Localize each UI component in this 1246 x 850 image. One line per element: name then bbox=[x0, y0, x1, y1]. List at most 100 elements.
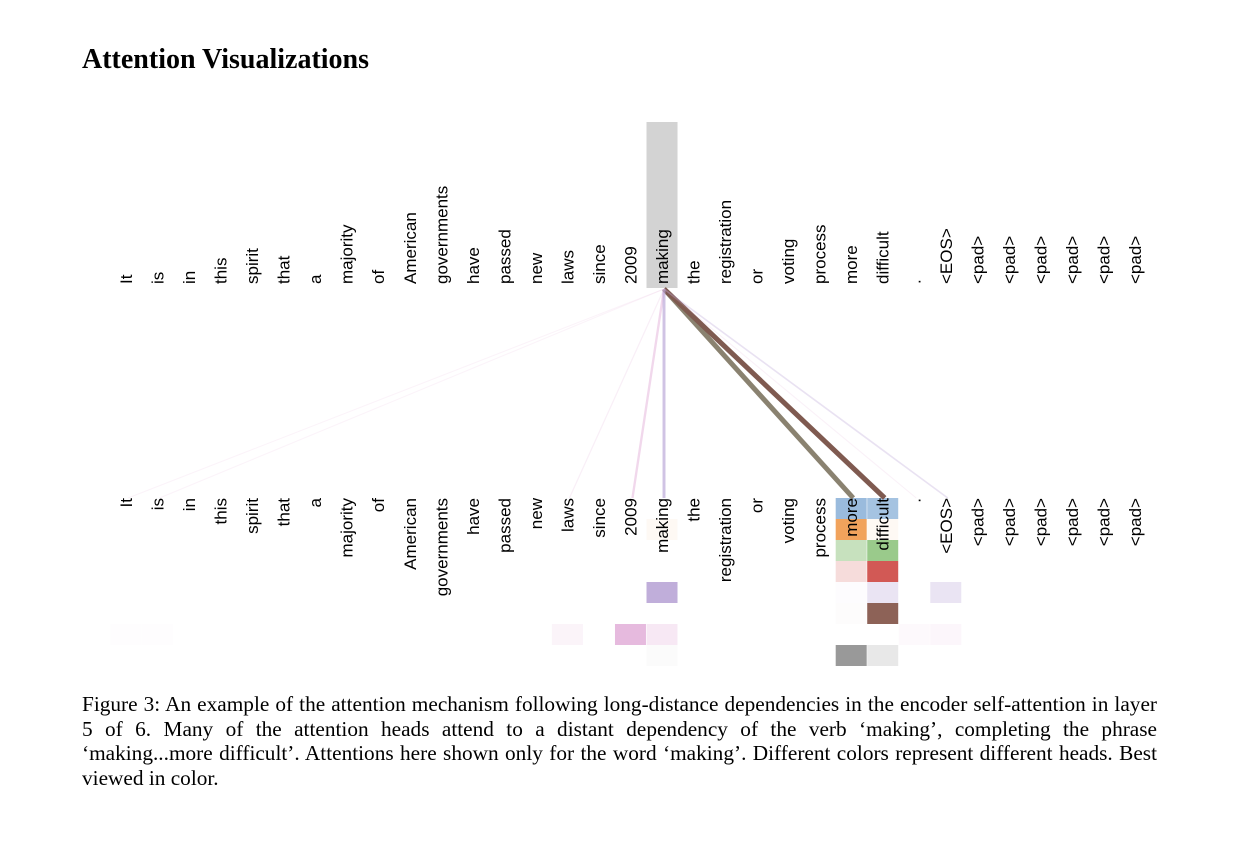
target-token: <pad> bbox=[1031, 498, 1050, 546]
source-token: in bbox=[180, 271, 199, 284]
source-token: or bbox=[748, 269, 767, 284]
target-token: <pad> bbox=[1000, 498, 1019, 546]
attention-cell bbox=[930, 582, 962, 603]
attention-line bbox=[662, 287, 856, 500]
attention-cell bbox=[930, 624, 962, 645]
query-highlight bbox=[646, 122, 678, 288]
target-token: since bbox=[590, 498, 609, 538]
target-token: difficult bbox=[874, 498, 893, 551]
attention-cell bbox=[142, 624, 173, 645]
target-token: majority bbox=[338, 498, 357, 558]
attention-cell bbox=[835, 498, 867, 519]
attention-cell bbox=[867, 498, 899, 519]
attention-cell bbox=[898, 624, 930, 645]
attention-figure: It is in this spirit that a majority of American g… bbox=[111, 122, 1145, 666]
attention-cell bbox=[551, 624, 583, 645]
target-token: process bbox=[811, 498, 830, 558]
target-token: <pad> bbox=[968, 498, 987, 546]
source-token: since bbox=[590, 244, 609, 284]
attention-line bbox=[568, 288, 665, 499]
target-token: <pad> bbox=[1094, 498, 1113, 546]
target-token: is bbox=[149, 498, 168, 510]
attention-cell bbox=[867, 519, 899, 540]
target-token: new bbox=[527, 497, 546, 529]
attention-cell bbox=[867, 540, 899, 561]
source-token: American bbox=[401, 212, 420, 284]
attention-cell bbox=[835, 519, 867, 540]
source-token: this bbox=[212, 258, 231, 284]
attention-cell bbox=[867, 561, 899, 582]
source-token: the bbox=[685, 260, 704, 284]
source-token: registration bbox=[716, 200, 735, 284]
target-token: <pad> bbox=[1063, 498, 1082, 546]
source-token: spirit bbox=[243, 248, 262, 284]
source-token: . bbox=[905, 279, 924, 284]
attention-cell bbox=[867, 582, 899, 603]
attention-cell bbox=[646, 624, 678, 645]
source-token: laws bbox=[558, 250, 577, 284]
attention-cell bbox=[867, 603, 899, 624]
target-token: or bbox=[748, 498, 767, 513]
source-token: voting bbox=[779, 239, 798, 284]
target-token: that bbox=[275, 498, 294, 527]
target-token: a bbox=[306, 497, 325, 507]
target-token: have bbox=[464, 498, 483, 535]
source-token: <EOS> bbox=[937, 228, 956, 284]
target-token: governments bbox=[432, 498, 451, 596]
target-token: laws bbox=[558, 498, 577, 532]
target-token: <EOS> bbox=[937, 498, 956, 554]
source-token: <pad> bbox=[1063, 236, 1082, 284]
target-token: making bbox=[653, 498, 672, 553]
figure-caption: Figure 3: An example of the attention me… bbox=[82, 692, 1157, 790]
source-token: passed bbox=[495, 229, 514, 284]
target-token: spirit bbox=[243, 498, 262, 534]
attention-cell bbox=[111, 624, 142, 645]
target-token: this bbox=[212, 498, 231, 524]
attention-cell bbox=[836, 582, 867, 603]
attention-line bbox=[159, 288, 665, 499]
source-token: 2009 bbox=[621, 246, 640, 284]
source-token: <pad> bbox=[1031, 236, 1050, 284]
target-token: . bbox=[905, 498, 924, 503]
target-token: 2009 bbox=[621, 498, 640, 536]
attention-cell bbox=[835, 561, 867, 582]
source-token: is bbox=[149, 272, 168, 284]
attention-line bbox=[127, 288, 665, 499]
attention-line bbox=[662, 287, 887, 500]
target-token: in bbox=[180, 498, 199, 511]
attention-cell bbox=[835, 645, 867, 666]
attention-cell bbox=[867, 645, 899, 666]
source-token: process bbox=[811, 224, 830, 284]
source-token: majority bbox=[338, 224, 357, 284]
target-token: It bbox=[117, 498, 136, 508]
target-token: registration bbox=[716, 498, 735, 582]
source-token: have bbox=[464, 247, 483, 284]
attention-cell bbox=[835, 540, 867, 561]
source-token: governments bbox=[432, 186, 451, 284]
section-title: Attention Visualizations bbox=[82, 44, 370, 75]
attention-line bbox=[631, 288, 666, 499]
target-token: passed bbox=[495, 498, 514, 553]
source-token: a bbox=[306, 274, 325, 284]
source-token: difficult bbox=[874, 231, 893, 284]
source-token: <pad> bbox=[1126, 236, 1145, 284]
source-token: <pad> bbox=[968, 236, 987, 284]
target-token: American bbox=[401, 498, 420, 570]
source-token: It bbox=[117, 274, 136, 284]
source-token: new bbox=[527, 252, 546, 284]
attention-line bbox=[663, 288, 917, 499]
source-token: <pad> bbox=[1094, 236, 1113, 284]
attention-cell bbox=[614, 624, 646, 645]
target-token: more bbox=[842, 498, 861, 537]
source-token: more bbox=[842, 245, 861, 284]
source-token: that bbox=[275, 255, 294, 284]
attention-cell bbox=[646, 519, 678, 540]
target-token: of bbox=[369, 498, 388, 512]
attention-cell bbox=[646, 582, 678, 603]
target-token: <pad> bbox=[1126, 498, 1145, 546]
source-token: of bbox=[369, 270, 388, 284]
target-token: the bbox=[685, 498, 704, 522]
attention-line bbox=[663, 288, 949, 499]
attention-cell bbox=[646, 645, 678, 666]
attention-cell bbox=[836, 603, 867, 624]
